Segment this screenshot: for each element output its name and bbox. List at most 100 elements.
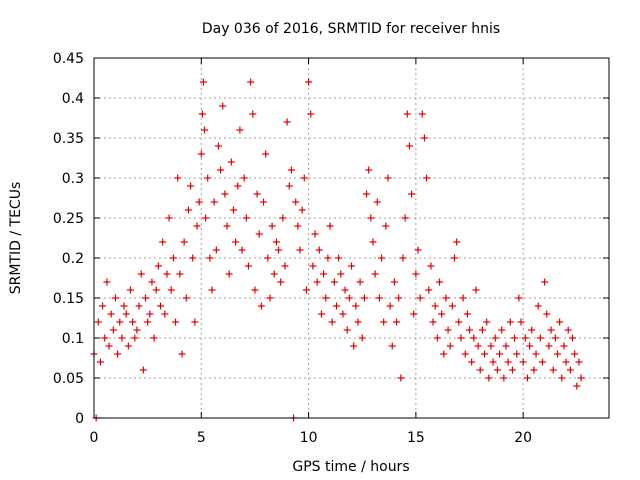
data-point	[337, 270, 345, 278]
y-tick-label: 0.15	[53, 291, 84, 307]
data-point	[146, 310, 154, 318]
y-tick-label: 0.25	[53, 211, 84, 227]
data-point	[360, 294, 368, 302]
data-point	[275, 246, 283, 254]
y-tick-label: 0.45	[53, 51, 84, 67]
data-point	[483, 318, 491, 326]
data-point	[380, 318, 388, 326]
data-point	[451, 254, 458, 262]
y-tick-label: 0.3	[62, 171, 84, 187]
data-point	[399, 254, 407, 262]
data-point	[225, 270, 233, 278]
data-point	[532, 350, 540, 358]
data-point	[208, 286, 216, 294]
data-point	[322, 294, 330, 302]
data-point	[453, 238, 461, 246]
data-point	[144, 318, 152, 326]
data-point	[408, 190, 416, 198]
data-point	[382, 222, 390, 230]
data-point	[341, 286, 349, 294]
data-point	[148, 278, 156, 286]
data-point	[554, 350, 561, 358]
data-point	[159, 238, 167, 246]
data-point	[163, 270, 171, 278]
data-point	[414, 246, 422, 254]
data-point	[245, 262, 252, 270]
data-point	[169, 254, 177, 262]
data-point	[251, 286, 259, 294]
data-point	[242, 214, 250, 222]
data-point	[478, 326, 486, 334]
data-point	[506, 318, 514, 326]
data-point	[103, 278, 111, 286]
data-point	[350, 342, 358, 350]
data-point	[412, 270, 420, 278]
data-point	[536, 334, 544, 342]
data-point	[234, 182, 242, 190]
data-point	[485, 374, 493, 382]
data-point	[281, 262, 289, 270]
data-point	[309, 262, 317, 270]
data-point	[217, 166, 225, 174]
data-point	[468, 358, 476, 366]
data-point	[272, 238, 280, 246]
data-point	[356, 278, 364, 286]
data-point	[285, 182, 293, 190]
data-point	[122, 310, 130, 318]
data-point	[444, 326, 452, 334]
y-tick-label: 0.05	[53, 371, 84, 387]
data-point	[107, 310, 115, 318]
data-point	[386, 302, 394, 310]
x-tick-label: 20	[514, 430, 532, 446]
data-point	[429, 318, 437, 326]
data-point	[214, 142, 222, 150]
data-point	[541, 278, 549, 286]
data-point	[354, 318, 362, 326]
data-point	[142, 294, 149, 302]
data-point	[534, 302, 542, 310]
data-point	[283, 118, 291, 126]
data-point	[442, 294, 450, 302]
data-point	[378, 254, 386, 262]
data-point	[180, 238, 188, 246]
data-point	[266, 294, 274, 302]
data-points	[90, 78, 585, 422]
data-point	[474, 342, 482, 350]
data-point	[277, 278, 285, 286]
data-point	[120, 302, 128, 310]
data-point	[517, 318, 525, 326]
data-point	[315, 246, 323, 254]
data-point	[187, 182, 195, 190]
data-point	[94, 318, 102, 326]
data-point	[427, 262, 435, 270]
data-point	[369, 238, 377, 246]
data-point	[268, 222, 276, 230]
data-point	[191, 318, 199, 326]
data-point	[109, 326, 117, 334]
data-point	[569, 334, 577, 342]
y-tick-label: 0.2	[62, 251, 84, 267]
data-point	[502, 342, 510, 350]
data-point	[150, 334, 158, 342]
data-point	[528, 326, 536, 334]
data-point	[448, 302, 456, 310]
data-point	[210, 198, 218, 206]
data-point	[320, 270, 328, 278]
x-tick-label: 15	[407, 430, 425, 446]
data-point	[139, 366, 147, 374]
data-point	[292, 198, 300, 206]
data-point	[300, 174, 308, 182]
data-point	[515, 294, 523, 302]
data-point	[238, 246, 246, 254]
data-point	[178, 350, 186, 358]
data-point	[262, 150, 270, 158]
axis-ticks: 0 0.05 0.1 0.15 0.2 0.25 0.3 0.35 0.4 0.45 0 5 10 15 2…	[53, 51, 609, 446]
data-point	[547, 326, 555, 334]
y-tick-label: 0	[75, 411, 84, 427]
x-tick-label: 5	[197, 430, 206, 446]
data-point	[137, 270, 145, 278]
data-point	[423, 174, 431, 182]
data-point	[161, 310, 169, 318]
data-point	[395, 294, 403, 302]
data-point	[438, 310, 446, 318]
